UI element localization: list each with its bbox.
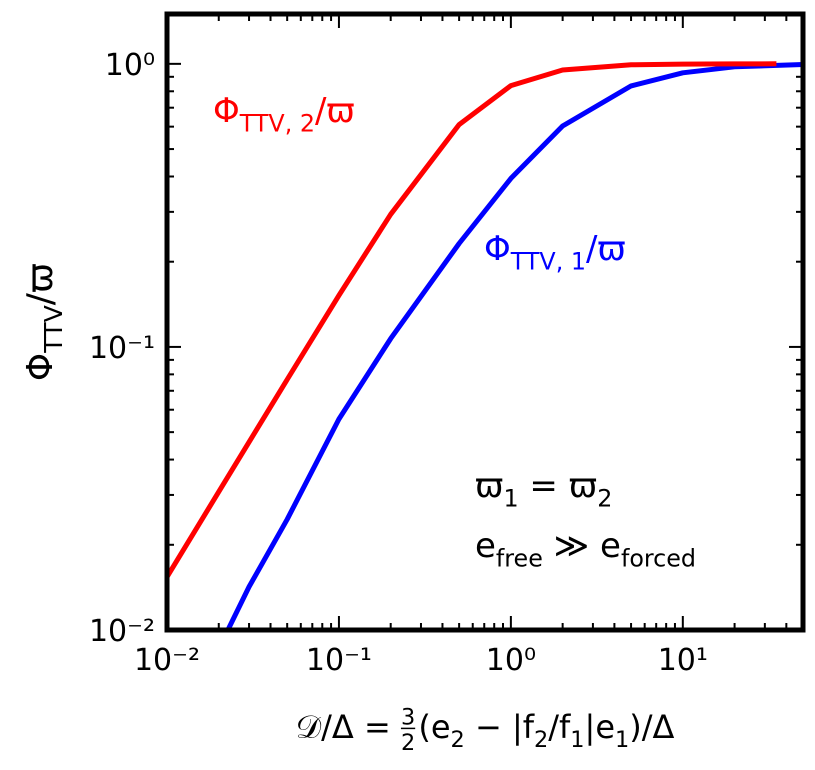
x-tick-label: 10¹ xyxy=(658,643,708,678)
series-line xyxy=(225,62,803,630)
x-axis-label: /f xyxy=(548,708,571,746)
x-tick-label: 10⁰ xyxy=(486,643,536,678)
x-axis-label: 2 xyxy=(534,727,548,753)
series-label: /ϖ xyxy=(315,91,355,131)
y-axis-label: TTV xyxy=(39,304,68,353)
annotation: 2 xyxy=(597,485,612,513)
x-axis-label: 2 xyxy=(401,730,415,756)
x-axis-label: )/Δ xyxy=(629,708,674,746)
x-axis-label: (e xyxy=(418,708,450,746)
plot-frame xyxy=(164,11,806,633)
annotation: e xyxy=(475,526,496,566)
x-axis-label: |e xyxy=(585,708,615,746)
x-axis-label: 1 xyxy=(615,727,629,753)
annotation: forced xyxy=(621,545,696,573)
x-tick-label: 10⁻² xyxy=(134,643,200,678)
series-label: Φ xyxy=(213,91,240,131)
series-label: TTV, 1 xyxy=(510,248,586,276)
annotation: ≫ e xyxy=(543,526,621,566)
y-axis-label: Φ xyxy=(20,353,61,381)
series-label: Φ xyxy=(484,229,511,269)
x-axis-label: 𝒟/Δ = xyxy=(296,708,401,746)
x-axis-label: 1 xyxy=(570,727,584,753)
y-tick-label: 10⁻² xyxy=(89,614,155,649)
annotation: 1 xyxy=(503,485,518,513)
x-axis-label: 3 xyxy=(401,705,415,731)
annotation: = ϖ xyxy=(519,466,598,506)
annotation: ϖ xyxy=(475,466,503,506)
y-tick-label: 10⁻¹ xyxy=(89,331,155,366)
y-tick-label: 10⁰ xyxy=(105,48,155,83)
series-line xyxy=(167,61,777,579)
x-axis-label: 2 xyxy=(451,727,465,753)
series-label: TTV, 2 xyxy=(239,110,315,138)
y-axis-label: /ϖ xyxy=(20,263,61,305)
x-axis-label: − |f xyxy=(465,708,535,746)
series-label: /ϖ xyxy=(586,229,626,269)
annotation: free xyxy=(496,545,543,573)
x-tick-label: 10⁻¹ xyxy=(306,643,372,678)
